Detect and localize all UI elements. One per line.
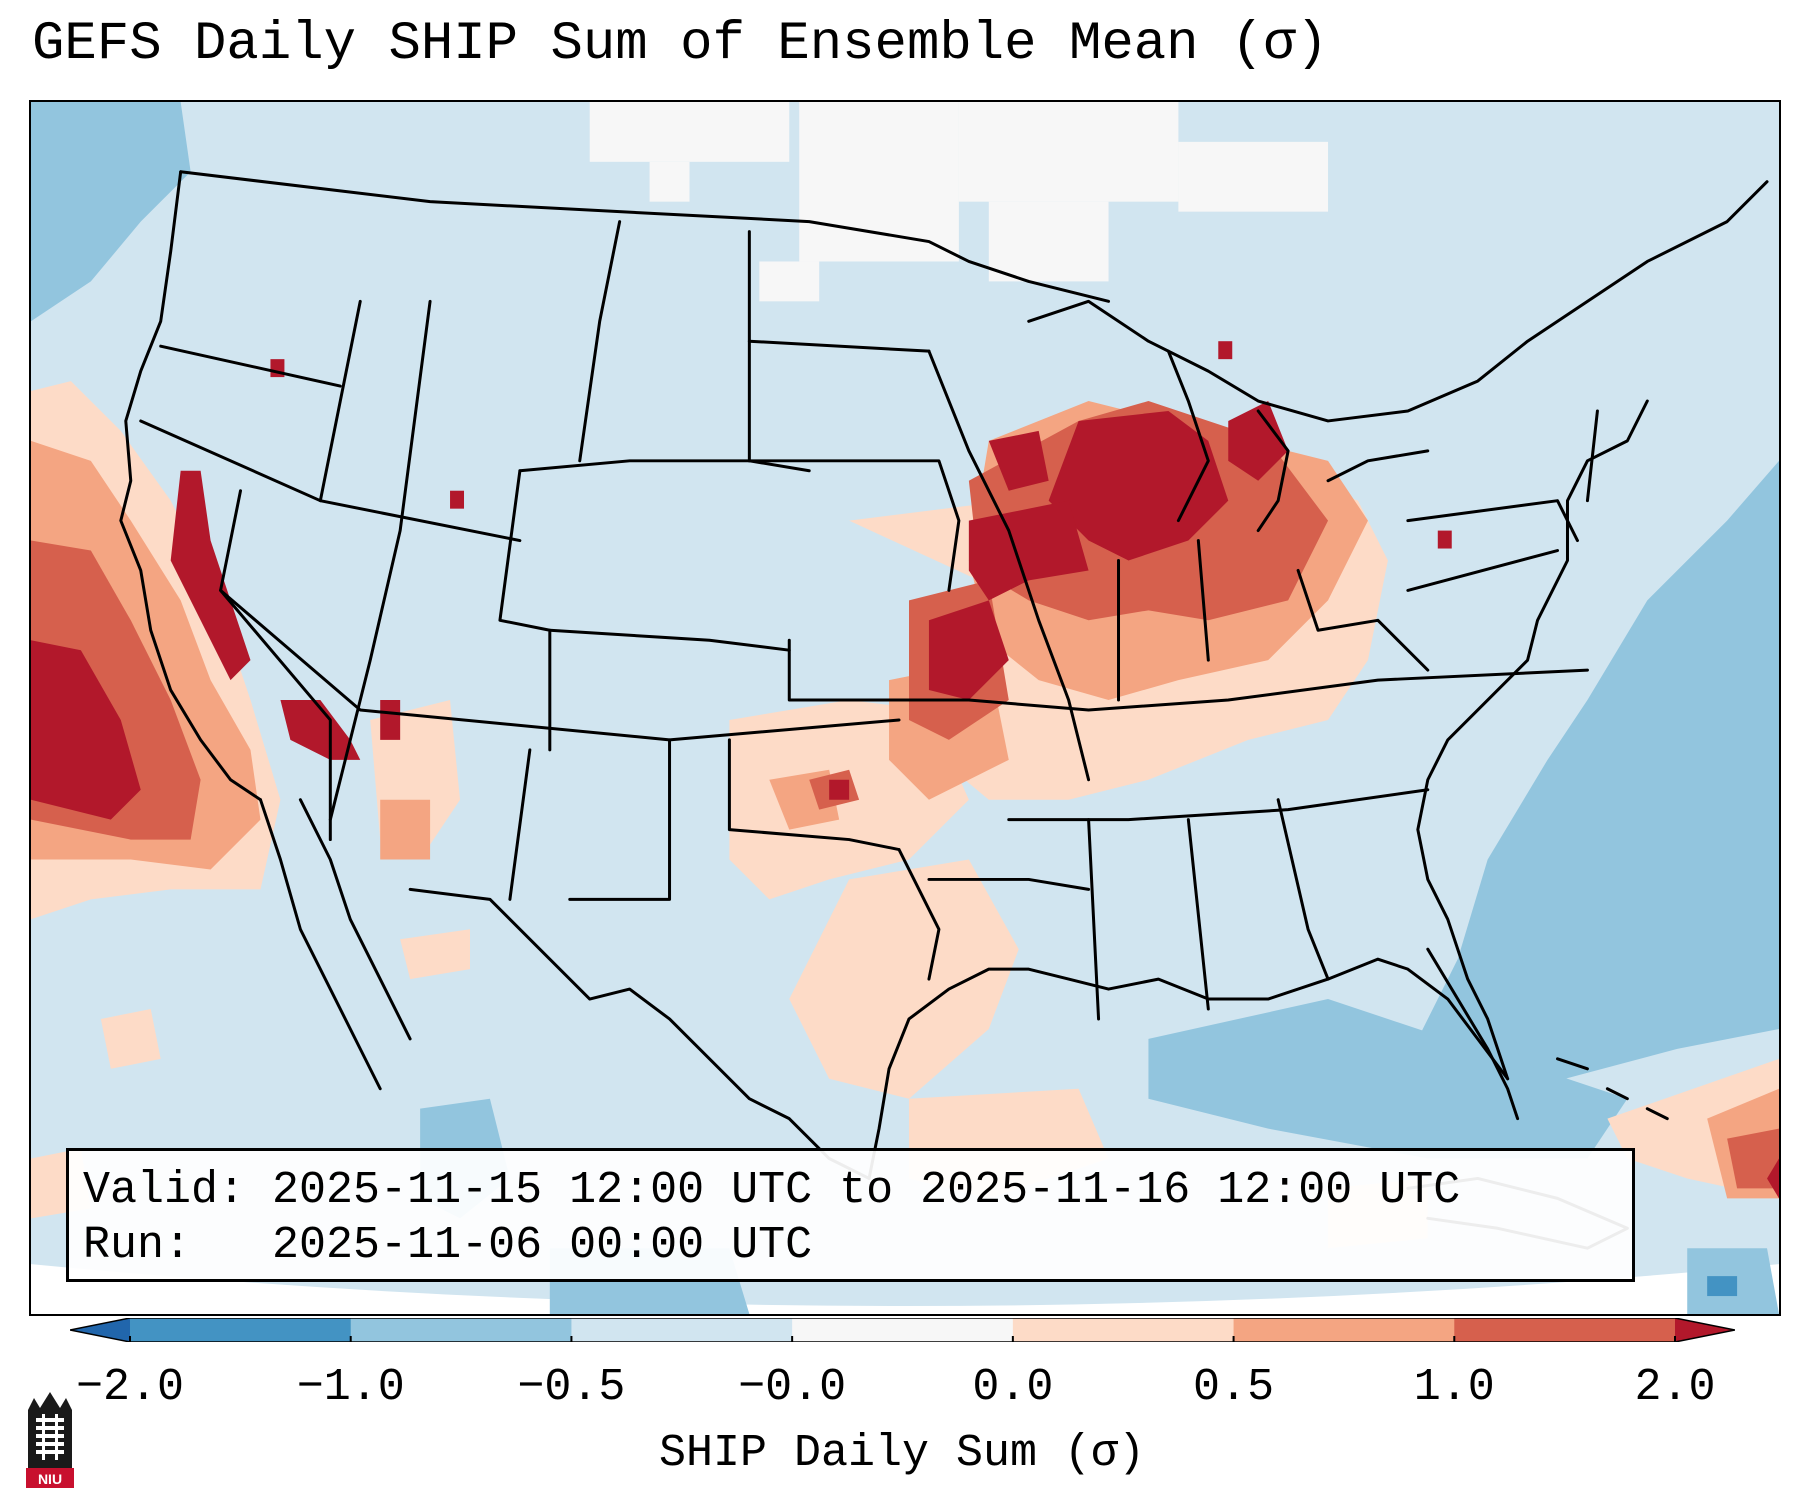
colorbar-over-extension bbox=[1675, 1318, 1735, 1342]
colorbar-tick-label: 0.0 bbox=[972, 1362, 1054, 1413]
valid-time-value: 2025-11-15 12:00 UTC to 2025-11-16 12:00… bbox=[272, 1165, 1461, 1216]
niu-logo-text: NIU bbox=[38, 1471, 62, 1487]
niu-logo-icon: NIU bbox=[26, 1392, 74, 1488]
run-time-row: Run: 2025-11-06 00:00 UTC bbox=[83, 1218, 1632, 1273]
colorbar-label: SHIP Daily Sum (σ) bbox=[658, 1428, 1146, 1479]
valid-label: Valid: bbox=[83, 1165, 246, 1216]
colorbar-tick-label: −0.0 bbox=[738, 1362, 847, 1413]
political-boundaries bbox=[119, 170, 1769, 1250]
colorbar-tick-label: 2.0 bbox=[1634, 1362, 1716, 1413]
map-frame bbox=[29, 100, 1781, 1316]
colorbar-tick-label: 0.5 bbox=[1193, 1362, 1275, 1413]
colorbar-bin bbox=[792, 1318, 1014, 1342]
colorbar bbox=[70, 1318, 1735, 1342]
colorbar-bin bbox=[350, 1318, 572, 1342]
colorbar-bin bbox=[1454, 1318, 1676, 1342]
colorbar-bin bbox=[130, 1318, 352, 1342]
colorbar-bin bbox=[571, 1318, 793, 1342]
colorbar-tick-label: −1.0 bbox=[296, 1362, 405, 1413]
anomaly-map bbox=[31, 102, 1779, 1314]
run-label: Run: bbox=[83, 1220, 192, 1271]
outside-domain bbox=[31, 1264, 1779, 1314]
colorbar-bin bbox=[1012, 1318, 1235, 1342]
colorbar-tick-label: −2.0 bbox=[75, 1362, 185, 1413]
colorbar-tick-label: −0.5 bbox=[517, 1362, 626, 1413]
run-time-value: 2025-11-06 00:00 UTC bbox=[272, 1220, 813, 1271]
valid-run-info-box: Valid: 2025-11-15 12:00 UTC to 2025-11-1… bbox=[66, 1148, 1635, 1282]
near-zero-regions bbox=[589, 102, 1329, 302]
very-strong-positive-regions bbox=[31, 341, 1779, 1199]
strong-negative-cell bbox=[1707, 1276, 1738, 1297]
valid-time-row: Valid: 2025-11-15 12:00 UTC to 2025-11-1… bbox=[83, 1163, 1632, 1218]
colorbar-under-extension bbox=[70, 1318, 130, 1342]
colorbar-tick-label: 1.0 bbox=[1413, 1362, 1495, 1413]
map-title: GEFS Daily SHIP Sum of Ensemble Mean (σ) bbox=[32, 14, 1329, 75]
colorbar-bin bbox=[1233, 1318, 1455, 1342]
